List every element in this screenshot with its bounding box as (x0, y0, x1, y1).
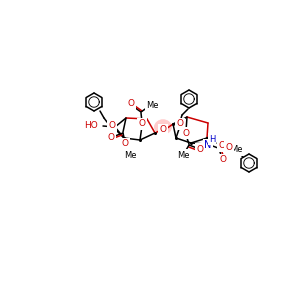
Text: O: O (107, 134, 115, 142)
Text: O: O (109, 122, 116, 130)
Text: O: O (139, 119, 145, 128)
Text: H: H (209, 134, 215, 143)
Text: Me: Me (146, 100, 158, 109)
Text: O: O (226, 142, 232, 152)
Text: Me: Me (177, 151, 189, 160)
Text: Me: Me (124, 151, 136, 160)
Text: O: O (218, 142, 226, 151)
Text: O: O (182, 128, 190, 137)
Text: O: O (220, 155, 226, 164)
Ellipse shape (154, 119, 172, 134)
Circle shape (155, 119, 171, 135)
Text: N: N (204, 140, 212, 150)
Text: O: O (160, 125, 167, 134)
Text: O: O (176, 119, 184, 128)
Text: O: O (196, 145, 203, 154)
Text: O: O (122, 140, 128, 148)
Text: O: O (128, 100, 134, 109)
Text: HO: HO (84, 122, 98, 130)
Text: Me: Me (230, 146, 242, 154)
